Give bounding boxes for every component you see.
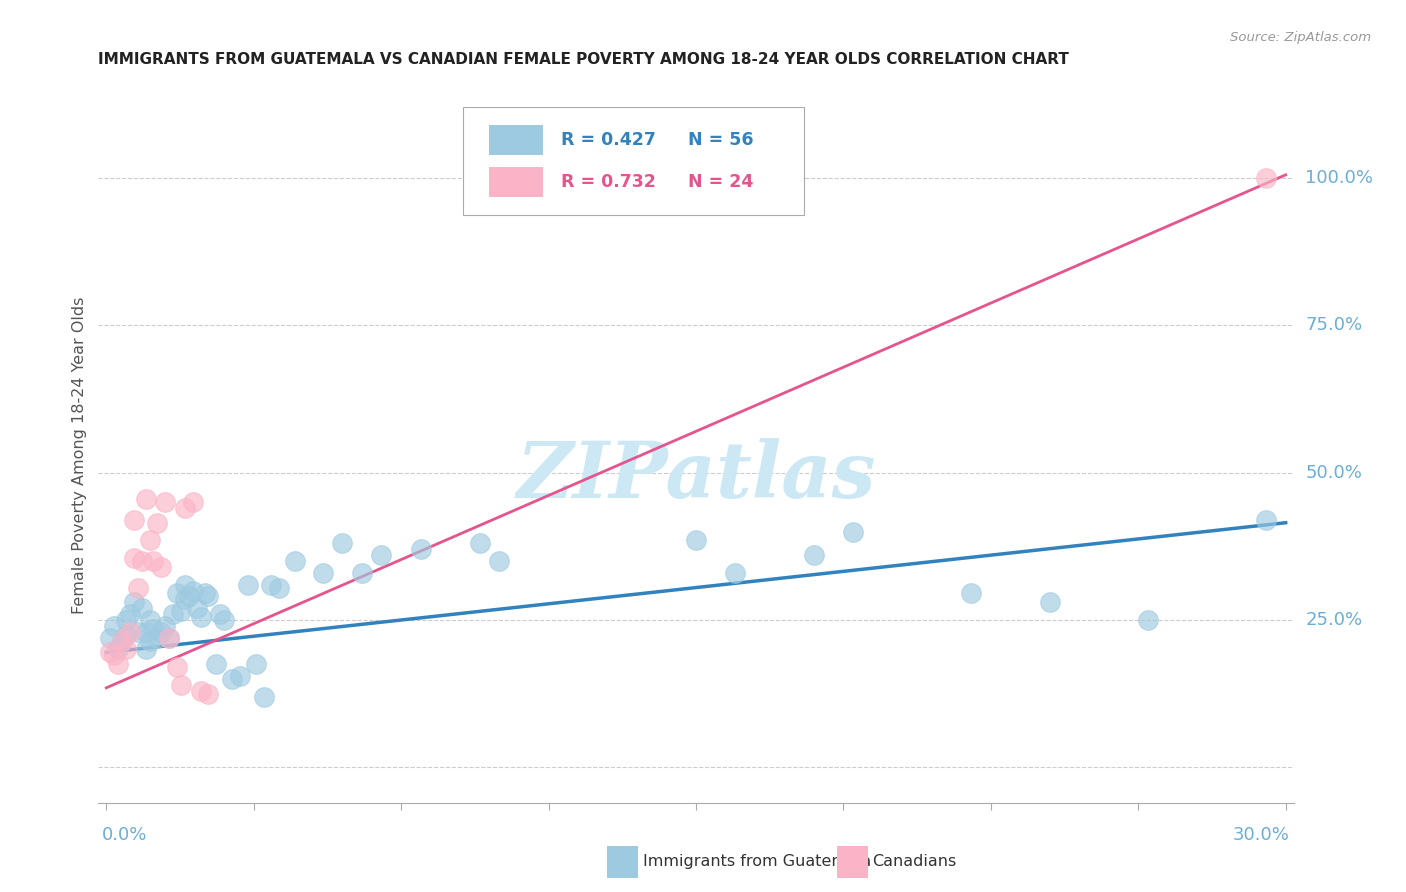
Point	[205, 657, 228, 672]
Point	[468, 536, 491, 550]
Point	[170, 604, 193, 618]
Point	[209, 607, 232, 621]
Point	[157, 631, 180, 645]
Point	[138, 613, 160, 627]
Point	[245, 657, 267, 672]
Point	[174, 500, 197, 515]
Point	[103, 619, 125, 633]
Point	[181, 495, 204, 509]
Point	[150, 560, 173, 574]
Point	[350, 566, 373, 580]
Point	[221, 672, 243, 686]
Text: Canadians: Canadians	[872, 855, 956, 869]
Point	[142, 622, 165, 636]
Point	[146, 631, 169, 645]
Point	[842, 524, 865, 539]
Point	[138, 633, 160, 648]
Point	[186, 601, 208, 615]
Point	[122, 595, 145, 609]
Point	[122, 551, 145, 566]
Point	[162, 607, 184, 621]
Text: Immigrants from Guatemala: Immigrants from Guatemala	[643, 855, 870, 869]
Point	[135, 642, 157, 657]
Point	[127, 624, 149, 639]
Point	[1137, 613, 1160, 627]
Point	[260, 577, 283, 591]
Point	[197, 590, 219, 604]
Point	[135, 624, 157, 639]
Text: 30.0%: 30.0%	[1233, 826, 1289, 845]
Bar	[489, 167, 543, 196]
Point	[236, 577, 259, 591]
Point	[103, 648, 125, 663]
Text: 50.0%: 50.0%	[1305, 464, 1362, 482]
Text: 25.0%: 25.0%	[1305, 611, 1362, 629]
Point	[150, 624, 173, 639]
Point	[107, 642, 129, 657]
Point	[409, 542, 432, 557]
Text: N = 56: N = 56	[688, 131, 754, 149]
Point	[311, 566, 333, 580]
Point	[190, 683, 212, 698]
Bar	[489, 125, 543, 155]
Point	[122, 513, 145, 527]
Point	[138, 533, 160, 548]
Point	[488, 554, 510, 568]
Point	[370, 548, 392, 562]
Point	[174, 592, 197, 607]
Point	[166, 660, 188, 674]
Point	[142, 554, 165, 568]
Point	[111, 633, 134, 648]
Text: IMMIGRANTS FROM GUATEMALA VS CANADIAN FEMALE POVERTY AMONG 18-24 YEAR OLDS CORRE: IMMIGRANTS FROM GUATEMALA VS CANADIAN FE…	[98, 52, 1070, 67]
Point	[166, 586, 188, 600]
Point	[197, 687, 219, 701]
Point	[157, 631, 180, 645]
Point	[111, 633, 134, 648]
Point	[177, 590, 200, 604]
Point	[135, 492, 157, 507]
Point	[131, 554, 153, 568]
Point	[685, 533, 707, 548]
Point	[330, 536, 353, 550]
Text: 100.0%: 100.0%	[1305, 169, 1374, 186]
Point	[115, 628, 138, 642]
Point	[803, 548, 825, 562]
Point	[284, 554, 307, 568]
Point	[252, 690, 274, 704]
Point	[960, 586, 983, 600]
Point	[155, 495, 177, 509]
Point	[1254, 513, 1277, 527]
Point	[174, 577, 197, 591]
Text: 75.0%: 75.0%	[1305, 316, 1362, 334]
Text: R = 0.732: R = 0.732	[561, 173, 655, 191]
Point	[193, 586, 215, 600]
Point	[118, 624, 141, 639]
Point	[724, 566, 747, 580]
Point	[118, 607, 141, 621]
Point	[1039, 595, 1062, 609]
Point	[131, 601, 153, 615]
Point	[127, 581, 149, 595]
Point	[107, 657, 129, 672]
Point	[98, 631, 121, 645]
Point	[170, 678, 193, 692]
Point	[155, 619, 177, 633]
Point	[115, 613, 138, 627]
Point	[212, 613, 235, 627]
Text: ZIPatlas: ZIPatlas	[516, 438, 876, 514]
Point	[269, 581, 291, 595]
FancyBboxPatch shape	[463, 107, 804, 215]
Point	[229, 669, 252, 683]
Point	[146, 516, 169, 530]
Text: 0.0%: 0.0%	[103, 826, 148, 845]
Text: R = 0.427: R = 0.427	[561, 131, 655, 149]
Point	[190, 610, 212, 624]
Y-axis label: Female Poverty Among 18-24 Year Olds: Female Poverty Among 18-24 Year Olds	[72, 296, 87, 614]
Text: Source: ZipAtlas.com: Source: ZipAtlas.com	[1230, 31, 1371, 45]
Point	[1254, 170, 1277, 185]
Point	[98, 645, 121, 659]
Text: N = 24: N = 24	[688, 173, 754, 191]
Point	[115, 642, 138, 657]
Point	[181, 583, 204, 598]
